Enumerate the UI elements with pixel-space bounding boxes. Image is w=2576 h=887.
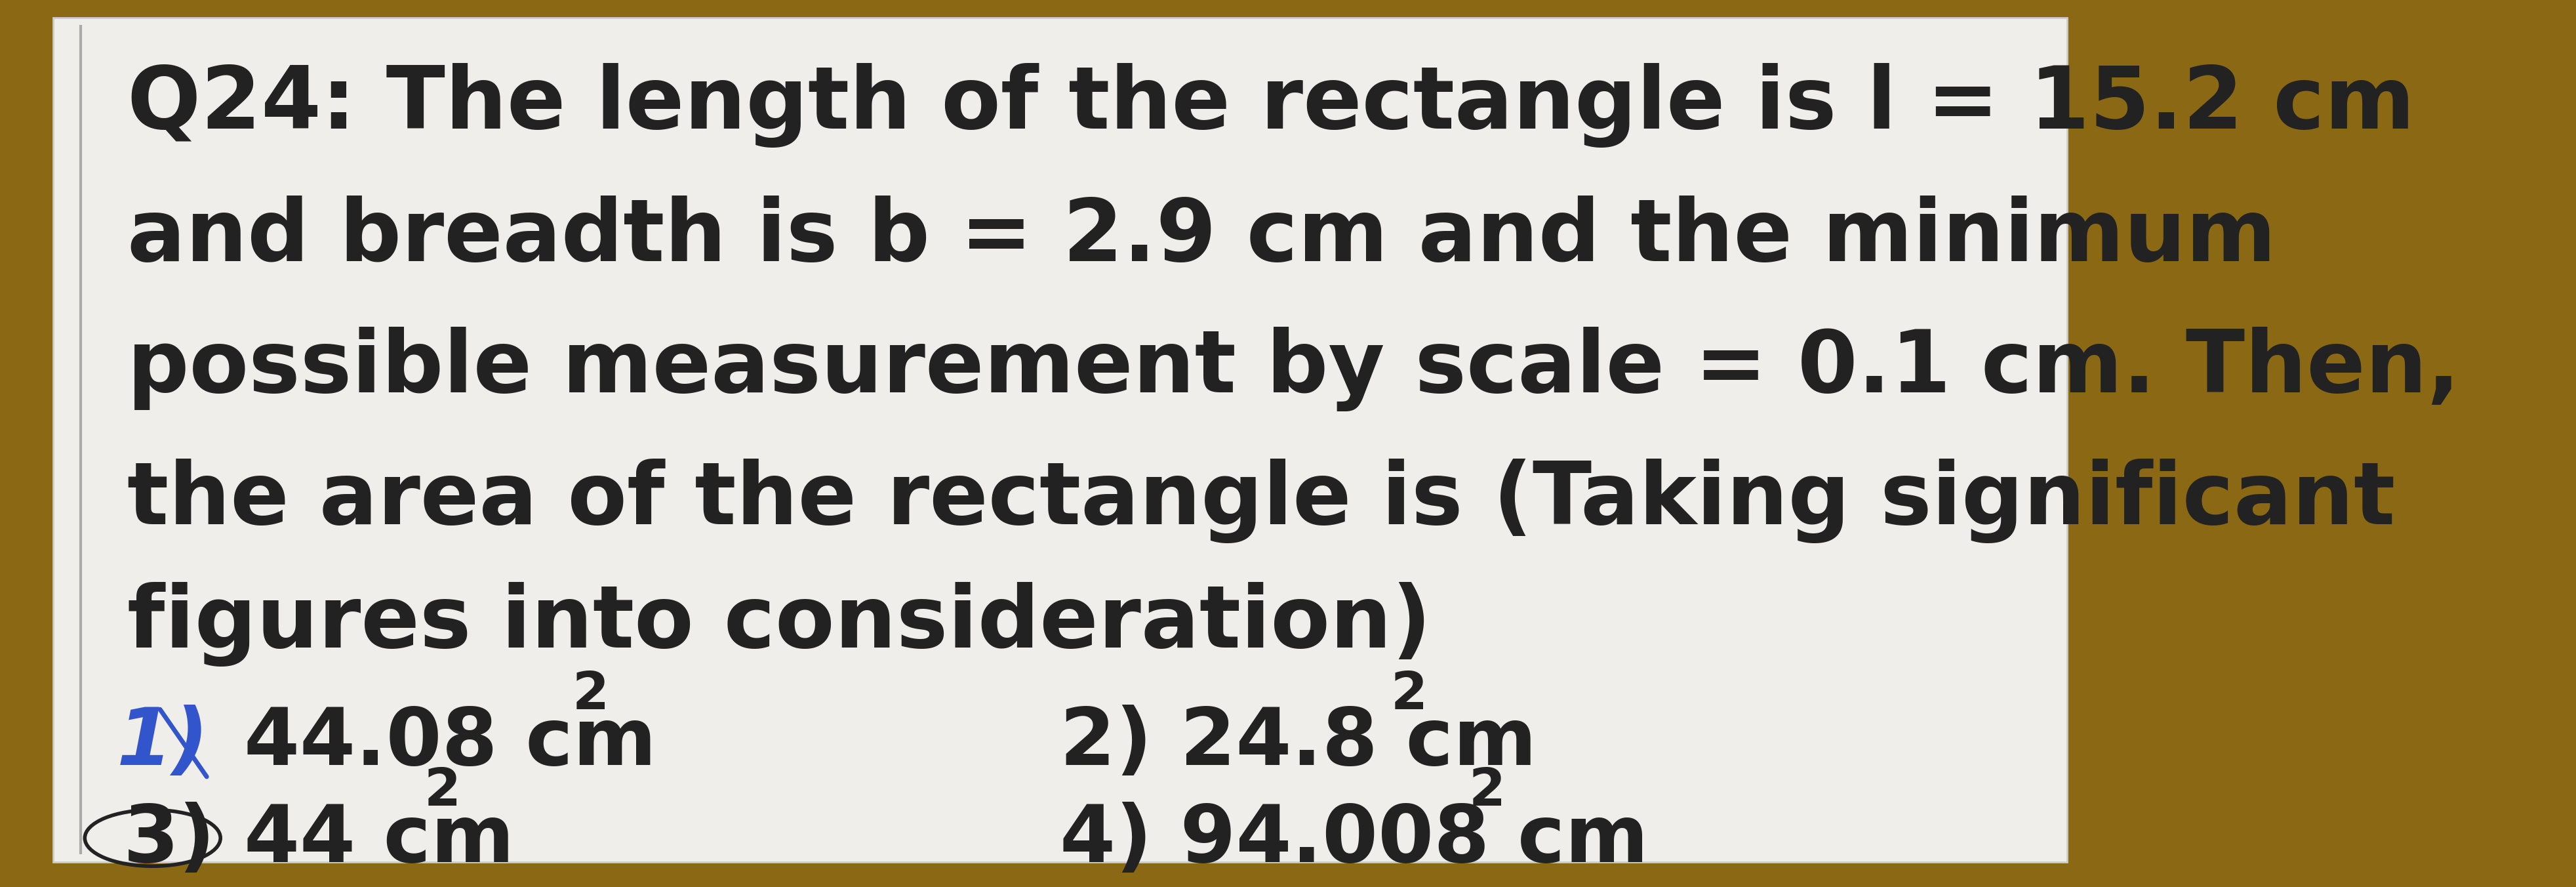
Text: 4) 94.008 cm: 4) 94.008 cm: [1059, 801, 1649, 878]
Text: figures into consideration): figures into consideration): [126, 582, 1432, 667]
Text: 2) 24.8 cm: 2) 24.8 cm: [1059, 704, 1538, 781]
Text: 2: 2: [1391, 669, 1427, 720]
Text: 2: 2: [1468, 765, 1507, 817]
Text: and breadth is b = 2.9 cm and the minimum: and breadth is b = 2.9 cm and the minimu…: [126, 196, 2277, 279]
Text: Q24: The length of the rectangle is l = 15.2 cm: Q24: The length of the rectangle is l = …: [126, 63, 2414, 148]
FancyBboxPatch shape: [54, 18, 2066, 862]
Text: the area of the rectangle is (Taking significant: the area of the rectangle is (Taking sig…: [126, 459, 2396, 544]
Text: possible measurement by scale = 0.1 cm. Then,: possible measurement by scale = 0.1 cm. …: [126, 327, 2460, 412]
Text: 3): 3): [124, 801, 216, 878]
Text: 2: 2: [425, 765, 461, 817]
Text: 1): 1): [116, 704, 209, 781]
Text: 44.08 cm: 44.08 cm: [245, 704, 657, 781]
Text: 2: 2: [572, 669, 608, 720]
Text: 44 cm: 44 cm: [245, 801, 515, 878]
